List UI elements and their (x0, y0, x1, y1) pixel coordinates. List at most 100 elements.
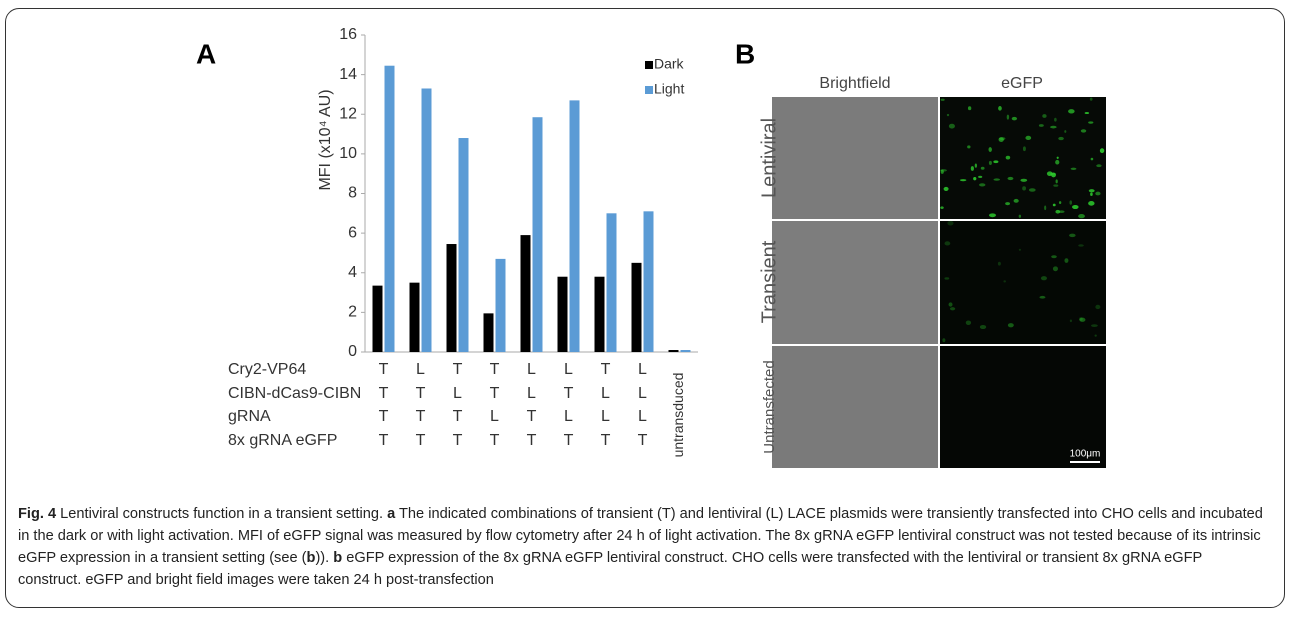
cell (1095, 191, 1101, 196)
cell (940, 169, 947, 172)
table-cell: T (379, 432, 389, 449)
table-cell: T (453, 361, 463, 378)
y-tick-label: 4 (348, 264, 357, 281)
table-cell: L (564, 361, 573, 378)
cell (1018, 214, 1022, 218)
part-label: a (387, 506, 396, 522)
row-label: gRNA (228, 408, 271, 425)
column-header: Brightfield (819, 75, 890, 92)
bar (631, 262, 642, 352)
cell (965, 320, 972, 325)
bar (520, 235, 531, 352)
cell (979, 325, 987, 330)
cell (1096, 164, 1102, 168)
legend-label: Dark (654, 56, 685, 72)
bar (384, 65, 395, 352)
table-cell: L (564, 408, 573, 425)
y-tick-label: 14 (339, 66, 357, 83)
table-cell: L (453, 385, 462, 402)
cell (1022, 186, 1026, 191)
cell (1091, 324, 1098, 328)
table-cell: L (638, 385, 647, 402)
cell (1078, 244, 1084, 247)
row-label: Cry2-VP64 (228, 361, 306, 378)
table-cell: L (638, 361, 647, 378)
cell (1055, 179, 1058, 184)
table-cell: T (490, 432, 500, 449)
egfp-image (940, 221, 1106, 344)
cell (1005, 155, 1011, 160)
cell (1058, 201, 1062, 204)
bar (409, 282, 420, 352)
cell (1094, 334, 1097, 337)
bar (680, 350, 691, 352)
bar (372, 285, 383, 352)
table-cell: T (564, 385, 574, 402)
table-cell: T (379, 408, 389, 425)
x-tick-label: untransduced (670, 373, 686, 458)
bar (643, 211, 654, 352)
cell (1072, 205, 1079, 210)
row-label: Untransfected (761, 360, 778, 453)
table-cell: L (416, 361, 425, 378)
cell (1018, 248, 1022, 251)
cell (1069, 233, 1076, 238)
cell (1064, 258, 1069, 263)
column-header: eGFP (1001, 75, 1043, 92)
cell (1046, 171, 1053, 176)
cell (1079, 317, 1086, 322)
cell (949, 307, 956, 311)
part-ref: b (306, 550, 316, 566)
cell (978, 175, 983, 178)
cell (1025, 135, 1032, 140)
legend-swatch (645, 61, 653, 69)
cell (1038, 124, 1044, 127)
cell (998, 137, 1004, 142)
table-cell: L (601, 408, 610, 425)
cell (1079, 317, 1083, 321)
caption-text: eGFP expression of the 8x gRNA eGFP lent… (18, 550, 1202, 588)
cell (1069, 319, 1073, 323)
y-tick-label: 8 (348, 185, 357, 202)
brightfield-image (772, 346, 938, 468)
cell (1040, 276, 1047, 281)
bar (495, 258, 506, 352)
cell (1028, 188, 1036, 192)
cell (1007, 323, 1014, 328)
cell (942, 338, 946, 343)
cell (1051, 255, 1057, 259)
part-label: b (333, 550, 343, 566)
cell (944, 277, 950, 280)
table-cell: T (416, 432, 426, 449)
legend-label: Light (654, 81, 684, 97)
y-tick-label: 10 (339, 145, 357, 162)
cell (1099, 148, 1105, 154)
table-cell: L (527, 385, 536, 402)
cell (1011, 116, 1018, 121)
cell (973, 176, 977, 181)
cell (948, 302, 953, 307)
bar (446, 244, 457, 352)
cell (946, 113, 950, 117)
cell (1052, 203, 1056, 207)
egfp-image (940, 346, 1106, 468)
table-cell: T (601, 361, 611, 378)
cell (940, 206, 944, 209)
cell (940, 169, 944, 174)
cell (1090, 157, 1094, 161)
caption-text: )). (315, 550, 330, 566)
cell (1068, 109, 1075, 114)
cell (943, 186, 949, 191)
row-label: 8x gRNA eGFP (228, 432, 337, 449)
table-cell: T (453, 432, 463, 449)
row-label: CIBN-dCas9-CIBN (228, 385, 361, 402)
figure: A B MFI (x10⁴ AU) Brightfield eGFP Lenti… (196, 26, 1106, 468)
caption-text: The indicated combinations of transient … (18, 506, 1263, 566)
bar (421, 88, 432, 353)
panel-label: B (735, 38, 755, 69)
cell (967, 145, 971, 149)
table-cell: T (564, 432, 574, 449)
legend-swatch (645, 86, 653, 94)
cell (1050, 125, 1057, 129)
cell (1080, 129, 1087, 133)
